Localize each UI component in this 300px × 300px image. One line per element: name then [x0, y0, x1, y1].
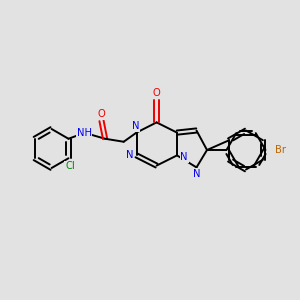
- Text: N: N: [132, 121, 140, 131]
- Text: N: N: [125, 150, 133, 161]
- Text: Cl: Cl: [65, 161, 75, 171]
- Text: O: O: [153, 88, 160, 98]
- Text: N: N: [194, 169, 201, 179]
- Text: N: N: [181, 152, 188, 162]
- Text: NH: NH: [76, 128, 92, 138]
- Text: Br: Br: [274, 145, 286, 155]
- Text: O: O: [98, 109, 105, 119]
